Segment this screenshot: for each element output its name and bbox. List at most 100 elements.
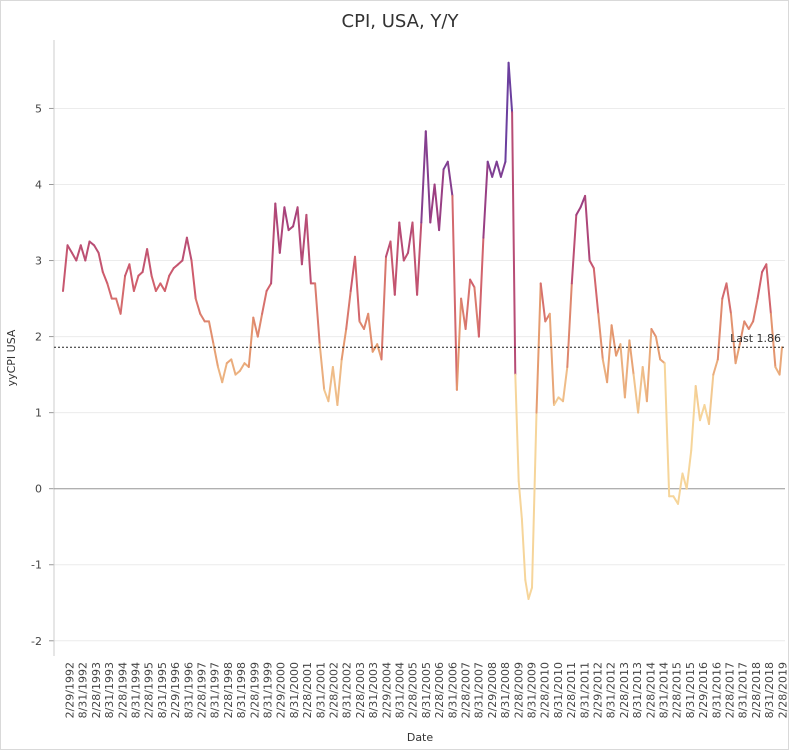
x-tick-label: 8/31/2001 xyxy=(314,662,327,718)
series-segment xyxy=(606,324,613,384)
x-tick-label: 2/29/2000 xyxy=(275,662,288,718)
series-segment xyxy=(548,312,555,406)
series-segment xyxy=(106,282,113,300)
series-segment xyxy=(270,202,277,285)
x-tick-label: 2/29/2012 xyxy=(592,662,605,718)
cpi-series xyxy=(62,61,783,600)
y-tick-label: 0 xyxy=(35,483,42,496)
series-segment xyxy=(588,259,595,270)
x-tick-label: 2/28/2013 xyxy=(618,662,631,718)
series-segment xyxy=(66,244,73,254)
series-segment xyxy=(514,373,520,483)
x-tick-label: 8/31/2005 xyxy=(420,662,433,718)
x-tick-label: 8/31/2007 xyxy=(473,662,486,718)
series-segment xyxy=(163,274,171,292)
series-segment xyxy=(75,244,82,262)
series-segment xyxy=(562,366,569,403)
series-segment xyxy=(265,282,273,292)
series-segment xyxy=(690,385,697,452)
series-segment xyxy=(685,449,693,490)
series-segment xyxy=(132,274,140,292)
gridlines xyxy=(54,107,785,642)
series-segment xyxy=(305,213,312,285)
x-tick-label: 2/28/1999 xyxy=(248,662,261,718)
series-segment xyxy=(119,274,127,315)
x-tick-label: 2/29/2008 xyxy=(486,662,499,718)
x-tick-label: 8/31/2013 xyxy=(631,662,644,718)
x-axis-label: Date xyxy=(407,731,434,744)
x-tick-label: 2/28/2010 xyxy=(539,662,552,718)
y-axis-label: yyCPI USA xyxy=(5,329,18,386)
series-segment xyxy=(553,396,560,406)
x-tick-label: 2/28/1993 xyxy=(90,662,103,718)
series-segment xyxy=(469,278,476,289)
x-tick-label: 2/29/1996 xyxy=(169,662,182,718)
series-segment xyxy=(438,168,445,232)
x-tick-label: 2/28/2019 xyxy=(776,662,789,718)
series-segment xyxy=(407,221,414,254)
x-tick-label: 8/31/2017 xyxy=(737,662,750,718)
x-tick-label: 8/31/2015 xyxy=(684,662,697,718)
series-segment xyxy=(261,290,268,315)
series-segment xyxy=(747,320,755,330)
series-segment xyxy=(208,320,215,346)
x-tick-label: 2/28/2006 xyxy=(433,662,446,718)
series-segment xyxy=(93,244,100,254)
x-tick-label: 8/31/1998 xyxy=(235,662,248,718)
series-segment xyxy=(398,221,405,262)
series-segment xyxy=(154,282,162,292)
series-segment xyxy=(115,297,122,315)
series-segment xyxy=(239,362,246,372)
series-segment xyxy=(256,312,264,338)
series-segment xyxy=(146,248,153,277)
series-segment xyxy=(380,255,387,361)
series-segment xyxy=(756,271,764,300)
series-segment xyxy=(389,240,396,296)
x-tick-label: 8/31/2010 xyxy=(552,662,565,718)
x-tick-label: 8/31/1999 xyxy=(262,662,275,718)
x-tick-label: 8/31/1994 xyxy=(130,662,143,718)
series-segment xyxy=(217,366,224,384)
series-segment xyxy=(712,358,719,376)
series-segment xyxy=(570,213,578,285)
x-tick-label: 8/31/2008 xyxy=(499,662,512,718)
series-segment xyxy=(358,320,365,330)
series-segment xyxy=(230,358,237,376)
series-segment xyxy=(429,183,436,224)
x-tick-label: 2/28/2014 xyxy=(644,662,657,718)
x-tick-label: 2/28/2015 xyxy=(671,662,684,718)
series-segment xyxy=(504,61,510,163)
series-segment xyxy=(150,274,157,292)
series-segment xyxy=(575,206,582,216)
series-segment xyxy=(278,206,286,254)
series-segment xyxy=(511,111,517,376)
x-tick-label: 2/28/2007 xyxy=(460,662,473,718)
series-segment xyxy=(491,160,498,178)
series-segment xyxy=(446,160,454,197)
series-segment xyxy=(247,316,255,368)
series-segment xyxy=(703,404,710,425)
chart-title: CPI, USA, Y/Y xyxy=(342,11,460,32)
series-segment xyxy=(455,297,463,391)
series-segment xyxy=(354,255,361,323)
series-segment xyxy=(464,278,472,330)
x-tick-label: 2/28/2005 xyxy=(407,662,420,718)
series-segment xyxy=(451,194,458,391)
series-segment xyxy=(632,373,640,414)
series-segment xyxy=(318,343,326,391)
series-segment xyxy=(371,343,379,353)
series-segment xyxy=(663,362,671,498)
y-axis-ticks: -2 -1 0 1 2 3 4 5 xyxy=(31,102,54,648)
series-segment xyxy=(738,320,746,346)
x-tick-label: 2/28/2003 xyxy=(354,662,367,718)
series-segment xyxy=(499,160,507,178)
series-segment xyxy=(677,472,684,505)
series-segment xyxy=(539,282,547,323)
series-segment xyxy=(345,290,352,330)
x-tick-label: 2/28/2018 xyxy=(750,662,763,718)
x-tick-label: 8/31/2012 xyxy=(605,662,618,718)
series-segment xyxy=(71,251,78,262)
series-segment xyxy=(482,160,489,239)
